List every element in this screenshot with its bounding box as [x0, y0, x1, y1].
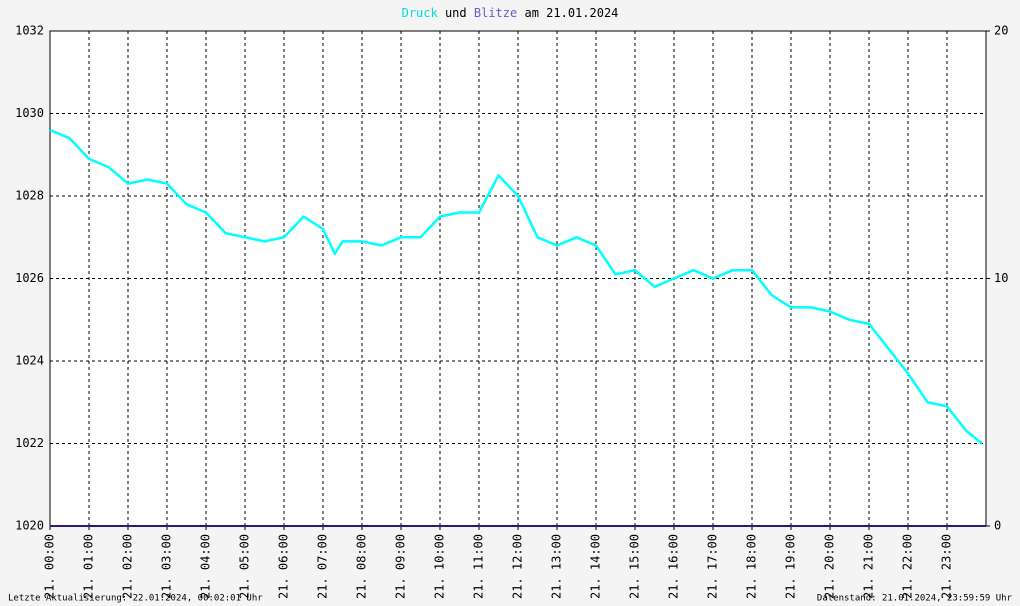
footer-left: Letzte Aktualisierung: 22.01.2024, 00:02… [8, 594, 263, 604]
x-tick-label: 21. 07:00 [316, 534, 330, 599]
x-tick-label: 21. 16:00 [667, 534, 681, 599]
x-tick-label: 21. 12:00 [511, 534, 525, 599]
x-tick-label: 21. 14:00 [589, 534, 603, 599]
x-tick-label: 21. 21:00 [862, 534, 876, 599]
y2-tick-label: 0 [994, 519, 1001, 533]
y-tick-label: 1024 [15, 354, 44, 368]
x-tick-label: 21. 13:00 [550, 534, 564, 599]
title-series: Druck [402, 6, 439, 20]
footer-right: Datenstand: 21.01.2024, 23:59:59 Uhr [817, 594, 1013, 604]
title-part: und [445, 6, 467, 20]
x-tick-label: 21. 10:00 [433, 534, 447, 599]
x-tick-label: 21. 23:00 [940, 534, 954, 599]
y-tick-label: 1020 [15, 519, 44, 533]
title-part: am 21.01.2024 [524, 6, 618, 20]
x-tick-label: 21. 01:00 [82, 534, 96, 599]
x-tick-label: 21. 05:00 [238, 534, 252, 599]
x-tick-label: 21. 04:00 [199, 534, 213, 599]
y-tick-label: 1026 [15, 271, 44, 285]
title-series: Blitze [474, 6, 517, 20]
y2-tick-label: 10 [994, 271, 1008, 285]
x-tick-label: 21. 17:00 [706, 534, 720, 599]
x-tick-label: 21. 02:00 [121, 534, 135, 599]
y-tick-label: 1022 [15, 436, 44, 450]
x-tick-label: 21. 19:00 [784, 534, 798, 599]
x-tick-label: 21. 00:00 [43, 534, 57, 599]
y2-tick-label: 20 [994, 24, 1008, 38]
y-tick-label: 1030 [15, 106, 44, 120]
x-tick-label: 21. 03:00 [160, 534, 174, 599]
x-tick-label: 21. 11:00 [472, 534, 486, 599]
chart-title: Druck und Blitze am 21.01.2024 [402, 6, 619, 20]
x-tick-label: 21. 15:00 [628, 534, 642, 599]
x-tick-label: 21. 06:00 [277, 534, 291, 599]
x-tick-label: 21. 09:00 [394, 534, 408, 599]
x-tick-label: 21. 22:00 [901, 534, 915, 599]
y-tick-label: 1032 [15, 24, 44, 38]
y-tick-label: 1028 [15, 189, 44, 203]
x-tick-label: 21. 08:00 [355, 534, 369, 599]
x-tick-label: 21. 20:00 [823, 534, 837, 599]
x-tick-label: 21. 18:00 [745, 534, 759, 599]
series-line [49, 128, 983, 445]
